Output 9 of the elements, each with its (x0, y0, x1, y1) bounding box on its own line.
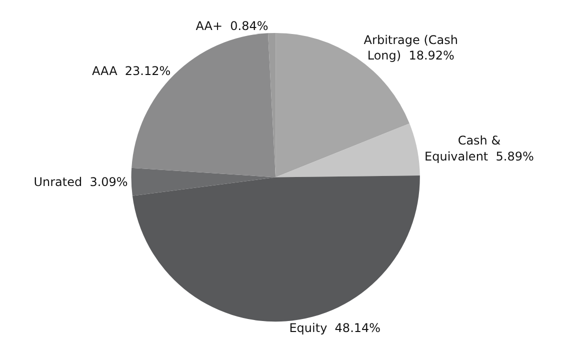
slice-label: Equity 48.14% (289, 321, 381, 336)
pie-slice (276, 123, 420, 178)
slice-label: Unrated 3.09% (34, 174, 128, 189)
slice-label: AAA 23.12% (92, 64, 171, 78)
pie-slice (132, 176, 420, 322)
slice-label: AA+ 0.84% (196, 19, 268, 34)
slice-label: Cash & Equivalent 5.89% (424, 134, 534, 164)
pie-slice (131, 168, 276, 196)
slice-label: Arbitrage (Cash Long) 18.92% (364, 32, 458, 62)
